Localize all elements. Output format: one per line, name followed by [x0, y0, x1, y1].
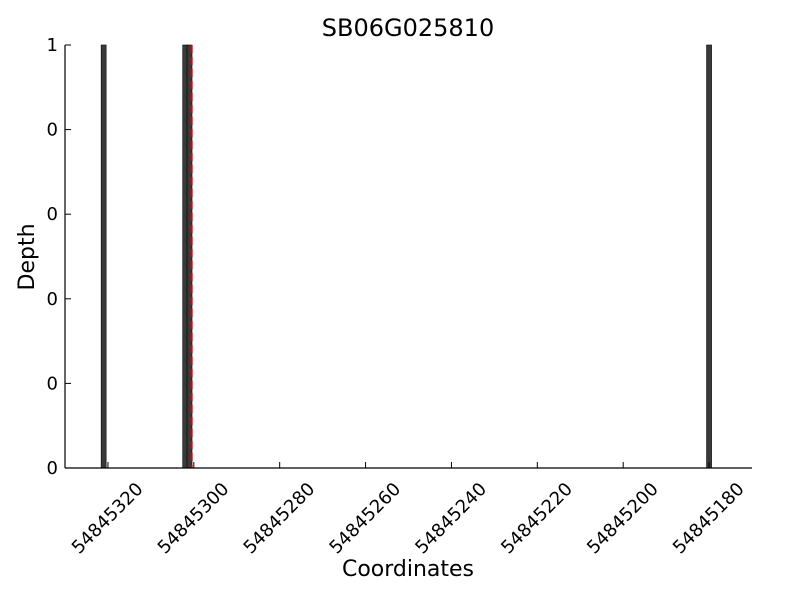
x-tick-label: 54845240 — [411, 479, 491, 559]
ticks-layer: 54845320 54845300 54845280 54845260 54845240… — [47, 35, 749, 558]
y-tick-label: 0 — [47, 373, 58, 394]
bars-layer — [100, 44, 712, 469]
y-tick-label: 1 — [47, 35, 58, 56]
x-tick-label: 54845180 — [669, 479, 749, 559]
x-axis-label: Coordinates — [342, 557, 474, 582]
x-tick-label: 54845280 — [240, 479, 320, 559]
y-tick-label: 0 — [47, 204, 58, 225]
y-axis-label: Depth — [15, 223, 40, 290]
x-tick-label: 54845200 — [583, 479, 663, 559]
y-tick-label: 0 — [47, 289, 58, 310]
x-tick-label: 54845300 — [154, 479, 234, 559]
chart-title: SB06G025810 — [322, 14, 494, 42]
y-tick-label: 0 — [47, 458, 58, 479]
depth-bar-4 — [706, 44, 712, 469]
y-tick-label: 0 — [47, 120, 58, 141]
axes-layer — [64, 45, 752, 469]
x-tick-label: 54845260 — [325, 479, 405, 559]
x-tick-label: 54845320 — [68, 479, 148, 559]
x-tick-label: 54845220 — [497, 479, 577, 559]
depth-bar-1 — [100, 44, 107, 469]
